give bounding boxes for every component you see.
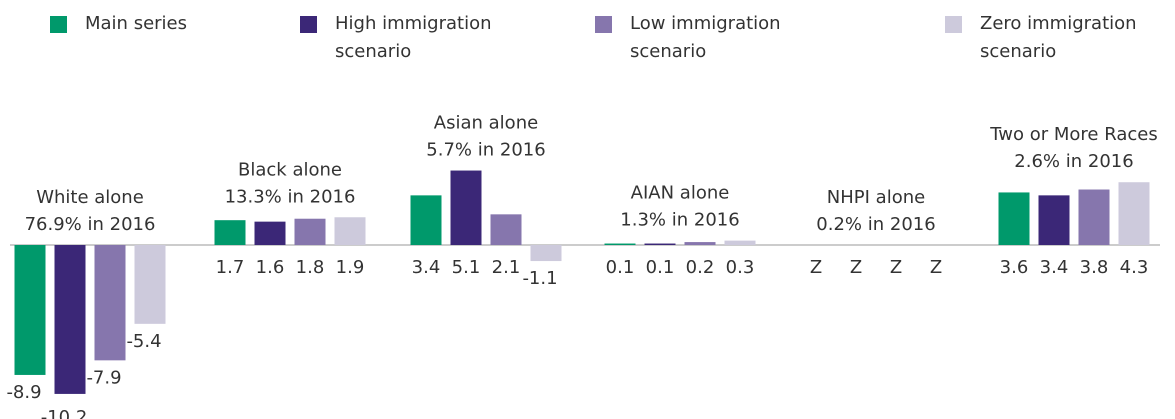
bar (334, 217, 366, 245)
bar (1038, 195, 1070, 245)
bar (998, 192, 1030, 245)
legend-item: Zero immigration scenario (945, 10, 1170, 66)
legend: Main series High immigration scenario Low … (0, 0, 1175, 80)
category-note: 5.7% in 2016 (426, 140, 545, 161)
value-label: -10.2 (41, 407, 88, 419)
bar (490, 214, 522, 245)
value-label: Z (850, 257, 862, 278)
value-label: 0.2 (686, 257, 715, 278)
bar (604, 243, 636, 245)
bar (724, 240, 756, 245)
value-label: 4.3 (1120, 257, 1149, 278)
legend-item: Main series (50, 10, 275, 38)
value-label: Z (810, 257, 822, 278)
value-label: Z (930, 257, 942, 278)
legend-item: Low immigration scenario (595, 10, 820, 66)
value-label: -5.4 (126, 331, 161, 352)
category-label: AIAN alone (631, 183, 730, 204)
value-label: 3.4 (412, 257, 441, 278)
legend-swatch (50, 16, 67, 33)
legend-swatch (595, 16, 612, 33)
value-label: -7.9 (86, 367, 121, 388)
bar (94, 245, 126, 361)
value-label: 1.6 (256, 257, 285, 278)
bar (134, 245, 166, 324)
category-label: White alone (36, 187, 144, 208)
bar (214, 220, 246, 245)
legend-label: Main series (85, 13, 187, 34)
category-note: 2.6% in 2016 (1014, 151, 1133, 172)
bar (54, 245, 86, 394)
category-note: 13.3% in 2016 (225, 186, 356, 207)
bar (1078, 189, 1110, 245)
legend-swatch (300, 16, 317, 33)
value-label: 0.1 (606, 257, 635, 278)
value-label: 1.9 (336, 257, 365, 278)
bar (14, 245, 46, 375)
category-note: 0.2% in 2016 (816, 214, 935, 235)
value-label: -1.1 (522, 268, 557, 289)
legend-label: Low immigration scenario (630, 13, 781, 62)
category-label: Asian alone (434, 113, 538, 134)
value-label: 2.1 (492, 257, 521, 278)
category-note: 76.9% in 2016 (25, 214, 156, 235)
bar (450, 170, 482, 245)
bar (684, 242, 716, 245)
category-note: 1.3% in 2016 (620, 210, 739, 231)
bar (644, 243, 676, 245)
bar (254, 221, 286, 245)
legend-swatch (945, 16, 962, 33)
value-label: 0.3 (726, 257, 755, 278)
category-label: Black alone (238, 159, 342, 180)
value-label: 5.1 (452, 257, 481, 278)
value-label: 1.7 (216, 257, 245, 278)
bar (294, 218, 326, 245)
value-label: 3.4 (1040, 257, 1069, 278)
category-label: NHPI alone (827, 187, 925, 208)
value-label: 3.6 (1000, 257, 1029, 278)
value-label: 0.1 (646, 257, 675, 278)
bar (530, 245, 562, 262)
value-label: Z (890, 257, 902, 278)
value-label: 1.8 (296, 257, 325, 278)
value-label: 3.8 (1080, 257, 1109, 278)
bar (410, 195, 442, 245)
legend-label: High immigration scenario (335, 13, 492, 62)
legend-item: High immigration scenario (300, 10, 525, 66)
category-label: Two or More Races (989, 124, 1157, 145)
bar (1118, 182, 1150, 245)
legend-label: Zero immigration scenario (980, 13, 1137, 62)
value-label: -8.9 (6, 382, 41, 403)
